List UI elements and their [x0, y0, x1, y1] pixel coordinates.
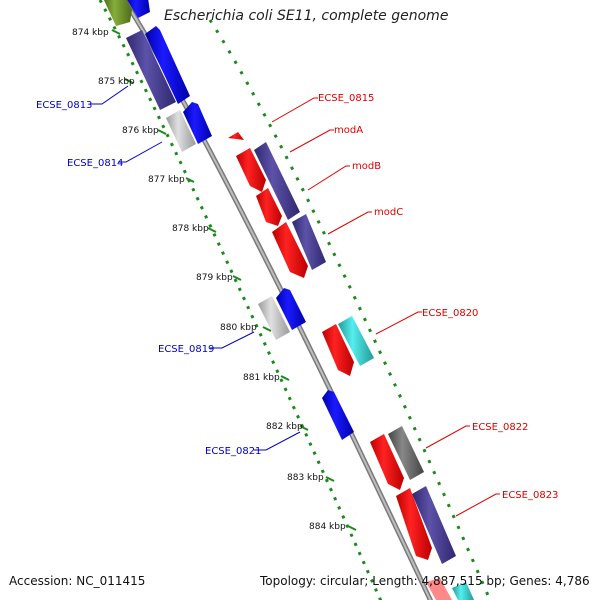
ruler-tick-label: 879 kbp: [196, 273, 233, 283]
feature-pink-bottom[interactable]: [426, 578, 452, 600]
cds-forward-0821[interactable]: [322, 390, 354, 440]
ruler-tick-label: 877 kbp: [148, 175, 185, 185]
feature-gray-0814[interactable]: [166, 110, 196, 152]
genome-summary-text: Topology: circular; Length: 4,887,515 bp…: [260, 574, 590, 588]
ruler-tick-label: 884 kbp: [309, 522, 346, 532]
gene-label-modB[interactable]: modB: [352, 161, 381, 172]
cds-forward-0819[interactable]: [276, 288, 306, 330]
cds-reverse-0820[interactable]: [322, 324, 354, 376]
feature-purple-modA[interactable]: [254, 142, 300, 220]
features-right: [228, 132, 474, 600]
cds-reverse-modA[interactable]: [236, 148, 266, 192]
gc-skew-track-left: [98, 0, 383, 600]
gene-label-ECSE_0819[interactable]: ECSE_0819: [158, 344, 214, 355]
cds-reverse-0823[interactable]: [396, 488, 432, 560]
feature-cyan-bottom[interactable]: [452, 582, 474, 600]
ruler-tick-label: 882 kbp: [266, 422, 303, 432]
left-leaders: [90, 85, 301, 451]
cds-reverse-modB[interactable]: [256, 188, 282, 226]
feature-purple-modC[interactable]: [292, 214, 326, 270]
ruler-tick-label: 880 kbp: [220, 323, 257, 333]
gene-label-ECSE_0822[interactable]: ECSE_0822: [472, 422, 528, 433]
ruler-ticks: [111, 29, 357, 531]
ruler-tick-label: 874 kbp: [72, 28, 109, 38]
gene-label-ECSE_0821[interactable]: ECSE_0821: [205, 446, 261, 457]
cds-reverse-modC[interactable]: [272, 222, 308, 278]
cds-reverse-0815[interactable]: [228, 132, 244, 140]
gene-label-modA[interactable]: modA: [334, 125, 363, 136]
feature-gray-0819[interactable]: [258, 296, 290, 340]
feature-purple-0813[interactable]: [126, 30, 176, 110]
feature-cyan-0820[interactable]: [338, 316, 374, 366]
gene-label-ECSE_0813[interactable]: ECSE_0813: [36, 100, 92, 111]
ruler-tick-label: 875 kbp: [98, 77, 135, 87]
feature-olive[interactable]: [103, 0, 132, 26]
ruler-tick-label: 881 kbp: [243, 373, 280, 383]
feature-darkgray-0822[interactable]: [388, 426, 424, 480]
ruler-tick-label: 876 kbp: [122, 126, 159, 136]
features-left: [103, 0, 354, 440]
ruler-tick-label: 878 kbp: [172, 224, 209, 234]
gene-label-ECSE_0820[interactable]: ECSE_0820: [422, 308, 478, 319]
feature-purple-0823[interactable]: [412, 486, 456, 564]
feature-blue-top[interactable]: [126, 0, 150, 18]
map-title: Escherichia coli SE11, complete genome: [164, 8, 449, 24]
accession-text: Accession: NC_011415: [9, 574, 146, 588]
gene-label-modC[interactable]: modC: [374, 207, 403, 218]
right-leaders: [271, 97, 500, 517]
gene-label-ECSE_0815[interactable]: ECSE_0815: [318, 93, 374, 104]
cds-forward-0813[interactable]: [145, 26, 190, 104]
ruler-tick-label: 883 kbp: [287, 473, 324, 483]
gene-label-ECSE_0823[interactable]: ECSE_0823: [502, 490, 558, 501]
cds-forward-0814[interactable]: [183, 102, 212, 144]
gene-label-ECSE_0814[interactable]: ECSE_0814: [67, 158, 123, 169]
cds-reverse-0822[interactable]: [370, 434, 404, 490]
